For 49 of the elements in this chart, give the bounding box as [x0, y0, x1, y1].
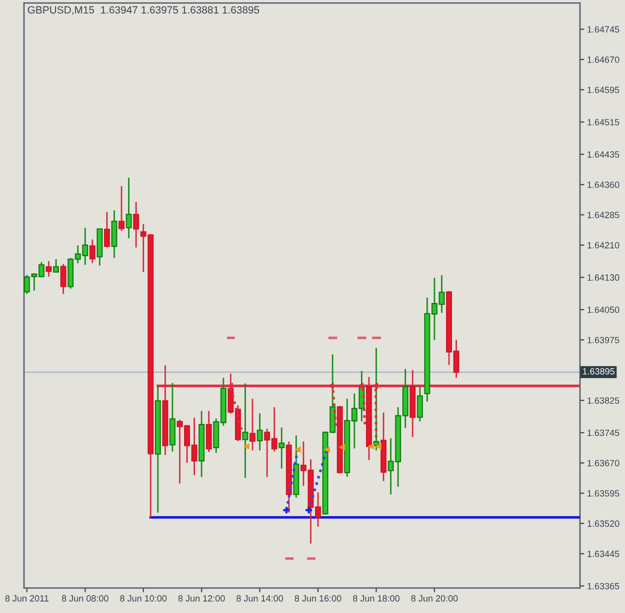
candlestick — [242, 382, 248, 479]
candlestick — [104, 211, 110, 248]
x-tick-label: 8 Jun 14:00 — [236, 595, 284, 602]
candlestick — [60, 263, 66, 295]
y-tick-label: 1.63365 — [588, 582, 620, 590]
ref-line-label: 1.63895 — [582, 368, 614, 375]
x-tick-label: 8 Jun 10:00 — [120, 595, 167, 602]
candlestick — [118, 185, 124, 232]
point — [338, 444, 346, 450]
candlestick — [89, 238, 96, 264]
point — [368, 443, 374, 450]
point — [283, 506, 290, 514]
x-tick-label: 8 Jun 18:00 — [353, 595, 400, 602]
candlestick — [250, 398, 256, 452]
candlestick — [416, 386, 423, 422]
y-tick-label: 1.64050 — [588, 306, 620, 313]
y-tick-label: 1.64130 — [588, 274, 620, 281]
y-tick-label: 1.63745 — [588, 430, 620, 436]
point — [242, 443, 250, 450]
y-tick-label: 1.64285 — [588, 212, 620, 218]
candlestick — [53, 258, 59, 273]
point — [294, 446, 301, 453]
point — [374, 443, 382, 450]
y-tick-label: 1.64435 — [588, 151, 620, 158]
chart-title: GBPUSD,M15 1.63947 1.63975 1.63881 1.63895 — [28, 6, 260, 15]
candlestick — [278, 426, 285, 470]
y-tick-label: 1.63445 — [588, 550, 620, 558]
candlestick — [126, 177, 132, 239]
y-tick-label: 1.63670 — [588, 460, 620, 466]
x-tick-label: 8 Jun 20:00 — [411, 595, 458, 602]
y-tick-label: 1.63520 — [588, 520, 620, 527]
y-tick-label: 1.64595 — [588, 86, 620, 94]
point — [323, 446, 330, 453]
x-tick-label: 8 Jun 2011 — [5, 595, 48, 602]
y-tick-label: 1.64210 — [588, 242, 620, 248]
y-tick-label: 1.64670 — [588, 56, 620, 63]
candlestick — [133, 201, 140, 248]
y-tick-label: 1.64515 — [588, 118, 620, 126]
y-tick-label: 1.63975 — [588, 336, 620, 344]
x-tick-label: 8 Jun 12:00 — [178, 595, 225, 602]
candlestick — [46, 260, 52, 278]
x-tick-label: 8 Jun 08:00 — [62, 595, 108, 602]
y-tick-label: 1.63825 — [588, 397, 620, 404]
point — [306, 506, 312, 514]
y-tick-label: 1.63595 — [588, 490, 620, 497]
x-tick-label: 8 Jun 16:00 — [294, 595, 342, 602]
candlestick — [256, 412, 263, 452]
y-tick-label: 1.64745 — [588, 26, 620, 33]
y-tick-label: 1.64360 — [588, 182, 620, 188]
